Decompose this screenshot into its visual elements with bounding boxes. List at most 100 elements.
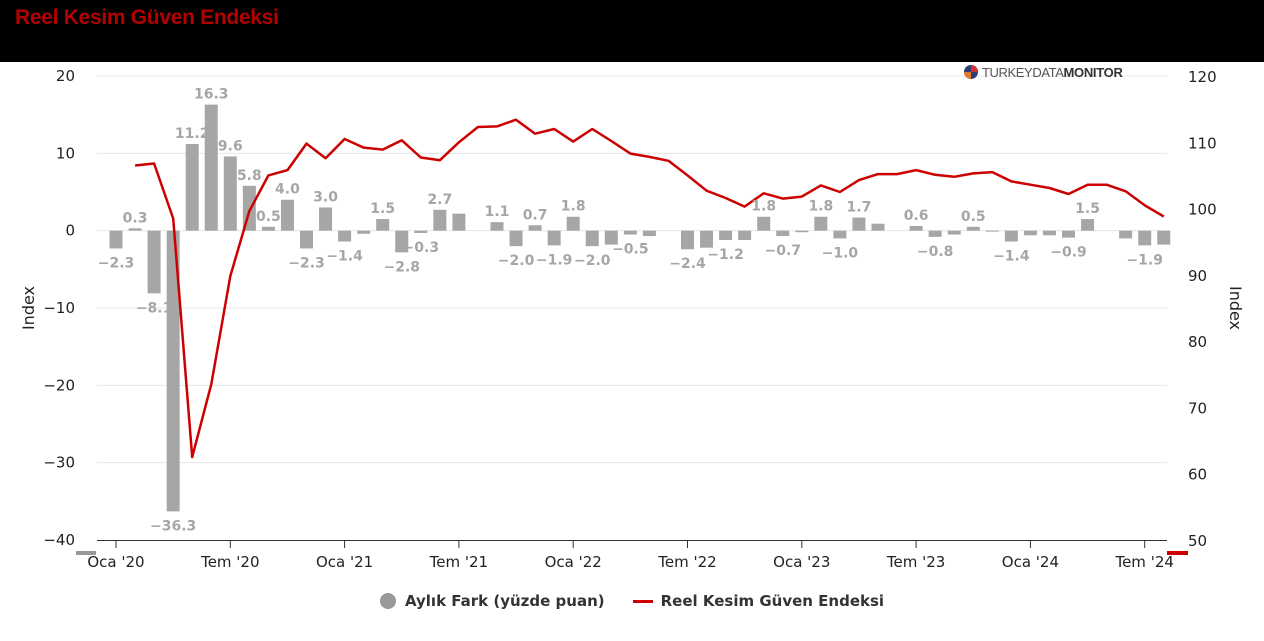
data-label: −0.3 — [403, 240, 440, 256]
data-label: −0.7 — [764, 243, 801, 259]
bar — [719, 230, 733, 240]
left-tick-label: −30 — [43, 454, 75, 472]
globe-icon — [964, 65, 978, 79]
data-label: −2.4 — [669, 256, 706, 272]
right-axis-title: Index — [1226, 286, 1245, 330]
data-label: 5.8 — [237, 168, 262, 184]
data-label: −2.3 — [288, 255, 325, 271]
x-tick-label: Oca '22 — [545, 553, 602, 571]
right-tick-label: 50 — [1188, 532, 1207, 550]
legend-bar-swatch — [379, 593, 396, 609]
data-label: 1.7 — [847, 200, 872, 216]
left-tick-label: −20 — [43, 376, 75, 394]
navigator-left-handle — [76, 551, 96, 555]
bar — [433, 209, 447, 231]
data-label: 0.5 — [256, 209, 281, 225]
data-label: −36.3 — [150, 518, 196, 534]
bar — [223, 156, 237, 231]
data-label: −1.9 — [536, 252, 573, 268]
bar — [109, 230, 123, 249]
data-label: −0.8 — [917, 244, 954, 260]
data-label: −0.5 — [612, 242, 649, 258]
legend-line-swatch — [632, 599, 653, 603]
brand-text-turkey: TURKEY — [982, 64, 1033, 80]
bar — [623, 230, 637, 235]
bar — [585, 230, 599, 247]
data-label: 1.8 — [561, 199, 586, 215]
bar — [357, 230, 371, 234]
bar — [1004, 230, 1018, 242]
data-label: 0.3 — [123, 210, 148, 226]
bar — [1081, 219, 1095, 231]
bar — [166, 230, 180, 512]
bar — [1138, 230, 1152, 246]
bar — [1119, 230, 1133, 239]
x-tick-label: Tem '23 — [886, 553, 945, 571]
bar — [776, 230, 790, 237]
data-label: −1.4 — [326, 248, 363, 264]
legend-item-line[interactable]: Reel Kesim Güven Endeksi — [632, 592, 884, 610]
header-bar: Reel Kesim Güven Endeksi — [0, 0, 1264, 62]
left-tick-label: 10 — [56, 144, 75, 162]
data-label: 1.5 — [1075, 201, 1100, 217]
brand-text-monitor: MONITOR — [1063, 64, 1123, 80]
data-label: −1.9 — [1126, 252, 1163, 268]
data-label: 1.8 — [808, 199, 833, 215]
data-label: 1.5 — [370, 201, 395, 217]
legend: Aylık Fark (yüzde puan) Reel Kesim Güven… — [0, 592, 1264, 610]
bar — [985, 230, 999, 232]
right-tick-label: 80 — [1188, 333, 1207, 351]
bar — [871, 223, 885, 231]
data-label: 3.0 — [313, 189, 338, 205]
data-label: −1.2 — [707, 247, 744, 263]
bar — [1062, 230, 1075, 238]
data-label: 16.3 — [194, 87, 229, 103]
bar — [757, 216, 771, 231]
data-label: 1.8 — [751, 199, 776, 215]
bar — [700, 230, 714, 248]
left-tick-label: −40 — [43, 531, 75, 549]
bar — [204, 104, 218, 231]
right-tick-label: 60 — [1188, 466, 1207, 484]
data-label: −8.1 — [136, 300, 173, 316]
right-tick-label: 100 — [1188, 201, 1217, 219]
brand-text-data: DATA — [1032, 64, 1064, 80]
bar — [261, 226, 275, 231]
legend-item-bar[interactable]: Aylık Fark (yüzde puan) — [379, 592, 605, 610]
bar — [376, 219, 390, 231]
bar — [547, 230, 561, 246]
bar — [681, 230, 694, 250]
x-tick-label: Tem '24 — [1114, 553, 1173, 571]
data-label: 1.1 — [485, 204, 510, 220]
x-tick-label: Tem '22 — [657, 553, 716, 571]
bar — [909, 226, 923, 231]
bar — [795, 230, 809, 233]
bar — [452, 213, 466, 231]
bar — [319, 207, 333, 231]
left-tick-label: −10 — [43, 299, 75, 317]
x-tick-label: Tem '21 — [429, 553, 488, 571]
right-tick-label: 120 — [1188, 68, 1217, 86]
page-title: Reel Kesim Güven Endeksi — [15, 6, 279, 29]
bar — [1157, 230, 1171, 245]
data-label: −1.4 — [993, 248, 1030, 264]
data-label: −2.3 — [98, 255, 135, 271]
bar — [1042, 230, 1056, 236]
right-tick-label: 70 — [1188, 399, 1207, 417]
right-tick-label: 110 — [1188, 134, 1217, 152]
bar — [604, 230, 618, 245]
bar — [280, 199, 294, 231]
x-tick-label: Oca '23 — [773, 553, 830, 571]
bar — [947, 230, 961, 235]
left-tick-label: 0 — [65, 222, 75, 240]
bar — [414, 230, 428, 233]
bar — [395, 230, 409, 253]
data-label: −1.0 — [822, 245, 859, 261]
data-label: −2.0 — [574, 253, 611, 269]
bar — [852, 217, 866, 231]
left-tick-label: 20 — [56, 67, 75, 85]
x-tick-label: Oca '24 — [1002, 553, 1059, 571]
bar — [490, 222, 504, 231]
data-label: 0.7 — [523, 207, 548, 223]
